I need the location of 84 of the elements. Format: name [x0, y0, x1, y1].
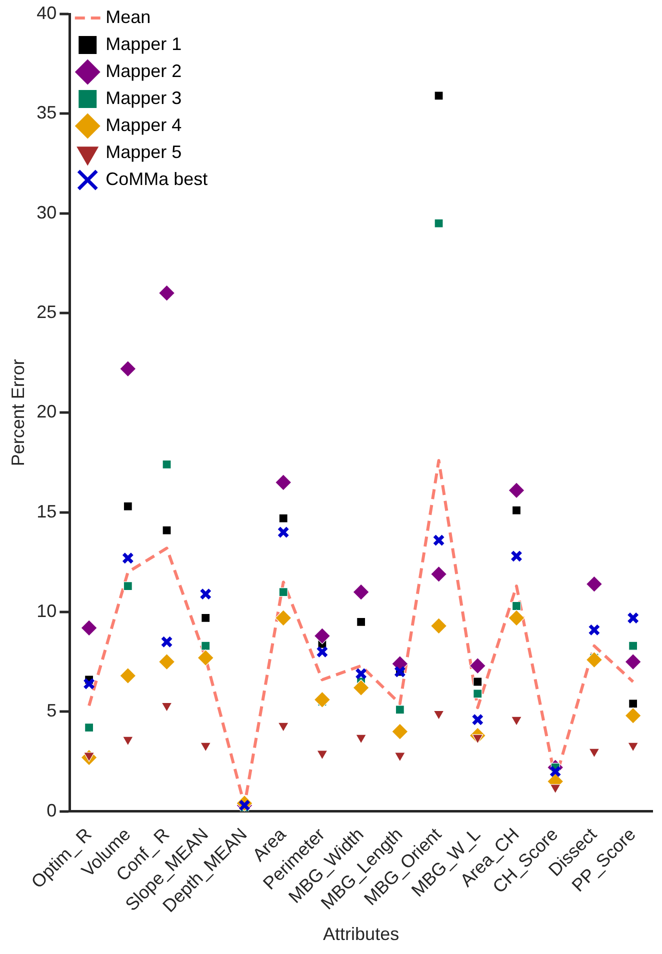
- point: [278, 514, 288, 523]
- y-tick-label: 40: [36, 2, 57, 23]
- legend-label: Mapper 5: [106, 142, 182, 162]
- point: [512, 506, 522, 515]
- point: [394, 752, 406, 762]
- y-tick-label: 30: [36, 202, 57, 222]
- y-tick-label: 25: [36, 302, 57, 322]
- point: [197, 650, 214, 666]
- point: [201, 613, 210, 623]
- point: [392, 723, 408, 740]
- point: [158, 284, 176, 302]
- point: [432, 534, 445, 546]
- y-tick-label: 0: [46, 800, 57, 820]
- point: [586, 576, 603, 592]
- point: [275, 610, 292, 626]
- point: [316, 646, 328, 658]
- y-axis-title: Percent Error: [8, 359, 28, 466]
- point: [588, 624, 600, 636]
- point: [352, 584, 370, 600]
- point: [430, 618, 448, 634]
- legend-label: Mapper 2: [106, 60, 182, 81]
- point: [586, 652, 603, 668]
- point: [628, 699, 638, 708]
- point: [120, 360, 136, 378]
- point: [434, 91, 444, 100]
- point: [469, 658, 486, 674]
- legend-label: Mapper 4: [106, 114, 182, 135]
- legend-label: Mapper 1: [106, 34, 182, 54]
- point: [200, 588, 212, 600]
- point: [80, 620, 98, 636]
- point: [120, 667, 136, 684]
- point: [84, 723, 94, 732]
- point: [512, 601, 522, 611]
- y-tick-label: 20: [36, 402, 57, 422]
- point: [201, 641, 210, 650]
- point: [278, 588, 288, 597]
- point: [473, 677, 482, 686]
- point: [549, 765, 562, 778]
- point: [158, 654, 176, 670]
- point: [550, 784, 561, 794]
- point: [83, 678, 96, 690]
- point: [162, 526, 172, 535]
- point: [356, 617, 366, 626]
- y-tick-label: 35: [36, 102, 57, 123]
- x-axis-title: Attributes: [323, 924, 400, 944]
- legend-label: Mean: [106, 6, 151, 27]
- y-tick-label: 5: [46, 700, 57, 721]
- point: [314, 691, 330, 708]
- legend-label: Mapper 3: [106, 88, 182, 108]
- point: [161, 702, 172, 712]
- point: [434, 218, 444, 228]
- point: [314, 628, 330, 644]
- point: [123, 582, 132, 591]
- point: [628, 641, 638, 650]
- point: [356, 734, 367, 744]
- y-tick-label: 15: [36, 501, 57, 522]
- point: [122, 736, 134, 746]
- point: [473, 689, 482, 698]
- y-tick-label: 10: [36, 600, 57, 621]
- point: [508, 482, 525, 499]
- point: [510, 550, 522, 562]
- point: [162, 460, 172, 470]
- point: [275, 474, 292, 491]
- point: [123, 502, 132, 511]
- point: [316, 750, 328, 760]
- point: [472, 714, 484, 726]
- point: [511, 716, 522, 726]
- point: [160, 636, 173, 648]
- point: [624, 707, 642, 724]
- point: [430, 566, 448, 582]
- point: [395, 705, 404, 714]
- point: [122, 552, 134, 564]
- point: [508, 610, 525, 626]
- point: [628, 742, 639, 752]
- point: [627, 612, 640, 624]
- point: [355, 668, 368, 680]
- point: [588, 748, 600, 758]
- legend-label: CoMMa best: [106, 168, 208, 189]
- point: [624, 654, 642, 670]
- point: [277, 526, 290, 538]
- point: [433, 710, 444, 720]
- point: [352, 679, 370, 696]
- point: [278, 722, 289, 732]
- point: [200, 742, 212, 752]
